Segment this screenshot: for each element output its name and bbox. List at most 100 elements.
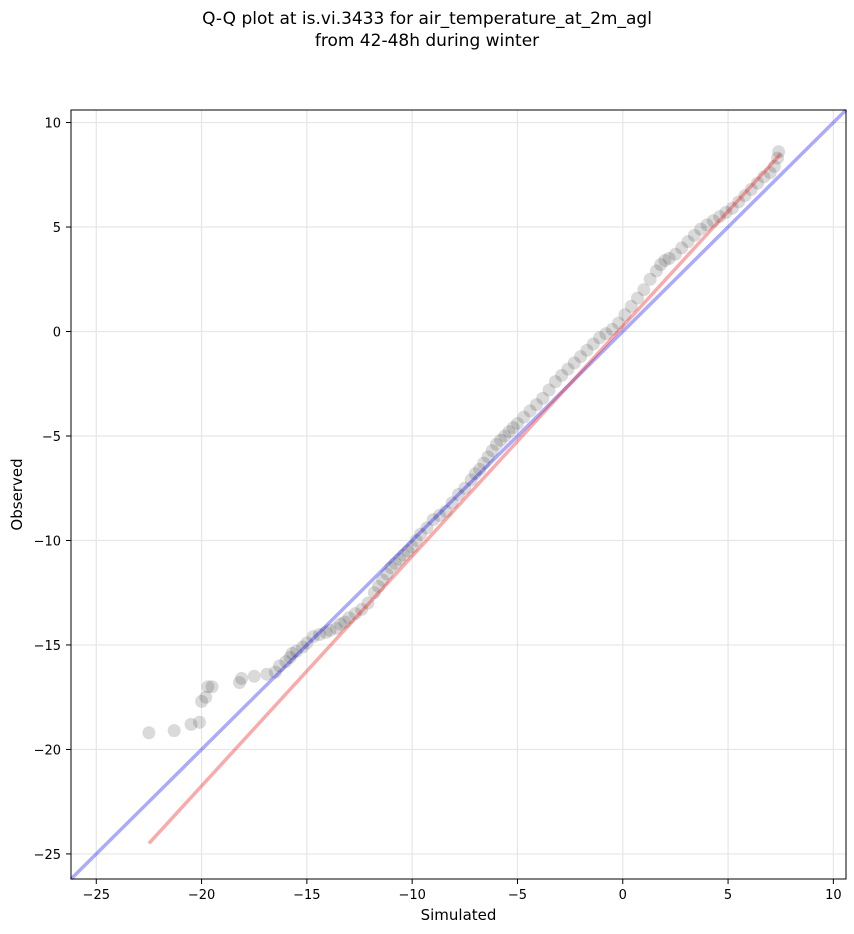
data-point: [694, 222, 708, 236]
data-point: [605, 322, 619, 336]
data-point: [751, 176, 765, 190]
data-point: [668, 247, 682, 261]
data-point: [763, 166, 777, 180]
data-point: [612, 316, 626, 330]
data-point: [279, 655, 293, 669]
data-point: [477, 456, 491, 470]
x-tick-label: −25: [83, 888, 110, 903]
data-point: [510, 416, 524, 430]
x-axis-label: Simulated: [421, 906, 497, 924]
data-point: [338, 615, 352, 629]
data-point: [713, 210, 727, 224]
x-tick-label: −5: [508, 888, 527, 903]
data-point: [142, 726, 156, 740]
data-point: [662, 251, 676, 265]
data-point: [232, 676, 246, 690]
data-point: [384, 561, 398, 575]
data-point: [329, 621, 343, 635]
chart-title: Q-Q plot at is.vi.3433 for air_temperatu…: [0, 8, 854, 52]
data-point: [687, 228, 701, 242]
data-point: [388, 556, 402, 570]
data-point: [184, 717, 198, 731]
y-tick-label: −10: [34, 534, 61, 549]
data-point: [706, 214, 720, 228]
data-point: [205, 680, 219, 694]
data-point: [502, 425, 516, 439]
data-point: [675, 241, 689, 255]
data-point: [744, 182, 758, 196]
data-point: [367, 586, 381, 600]
data-point: [536, 391, 550, 405]
data-point: [268, 665, 282, 679]
data-point: [355, 602, 369, 616]
data-point: [464, 473, 478, 487]
chart-title-line-1: Q-Q plot at is.vi.3433 for air_temperatu…: [202, 9, 652, 29]
data-point: [306, 630, 320, 644]
data-point: [700, 218, 714, 232]
data-point: [523, 404, 537, 418]
data-point: [517, 410, 531, 424]
data-point: [401, 544, 415, 558]
data-point: [757, 170, 771, 184]
data-point: [272, 659, 286, 673]
data-point: [567, 356, 581, 370]
data-point: [649, 264, 663, 278]
data-point: [771, 151, 785, 165]
data-point: [481, 450, 495, 464]
data-point: [420, 521, 434, 535]
plot-area-frame: [70, 109, 847, 880]
data-point: [334, 617, 348, 631]
data-point: [192, 715, 206, 729]
x-tick-label: 10: [825, 888, 842, 903]
data-point: [485, 444, 499, 458]
y-tick-label: −5: [42, 430, 61, 445]
data-point: [738, 189, 752, 203]
data-point: [643, 272, 657, 286]
data-point: [342, 611, 356, 625]
data-point: [719, 205, 733, 219]
data-point: [426, 513, 440, 527]
data-point: [235, 671, 249, 685]
y-tick-label: −20: [34, 743, 61, 758]
data-point: [542, 383, 556, 397]
data-point: [313, 628, 327, 642]
data-point: [380, 567, 394, 581]
y-tick-label: 0: [53, 326, 61, 341]
y-axis-label: Observed: [8, 458, 26, 530]
data-point: [414, 527, 428, 541]
data-point: [247, 669, 261, 683]
data-point: [323, 623, 337, 637]
data-point: [637, 283, 651, 297]
data-point: [397, 548, 411, 562]
data-point: [289, 644, 303, 658]
data-point: [201, 680, 215, 694]
data-point: [348, 607, 362, 621]
data-point: [195, 694, 209, 708]
reference-lines: [69, 108, 848, 881]
data-point: [296, 640, 310, 654]
data-point: [618, 308, 632, 322]
data-point: [473, 462, 487, 476]
data-point: [593, 331, 607, 345]
data-point: [681, 235, 695, 249]
y-tick-label: 10: [44, 117, 61, 132]
data-point: [489, 437, 503, 451]
x-tick-label: −10: [398, 888, 425, 903]
y-tick-label: −15: [34, 639, 61, 654]
identity-line: [69, 108, 848, 881]
data-point: [586, 337, 600, 351]
data-point: [580, 343, 594, 357]
data-point: [574, 350, 588, 364]
x-tick-label: −15: [293, 888, 320, 903]
data-point: [452, 488, 465, 501]
data-point: [319, 625, 333, 639]
data-point: [468, 467, 482, 481]
data-point: [260, 667, 274, 681]
data-point: [376, 573, 390, 587]
data-point: [361, 596, 375, 610]
fit-line: [147, 152, 783, 845]
data-point: [654, 258, 668, 272]
data-point: [445, 496, 459, 510]
x-tick-label: −20: [188, 888, 215, 903]
